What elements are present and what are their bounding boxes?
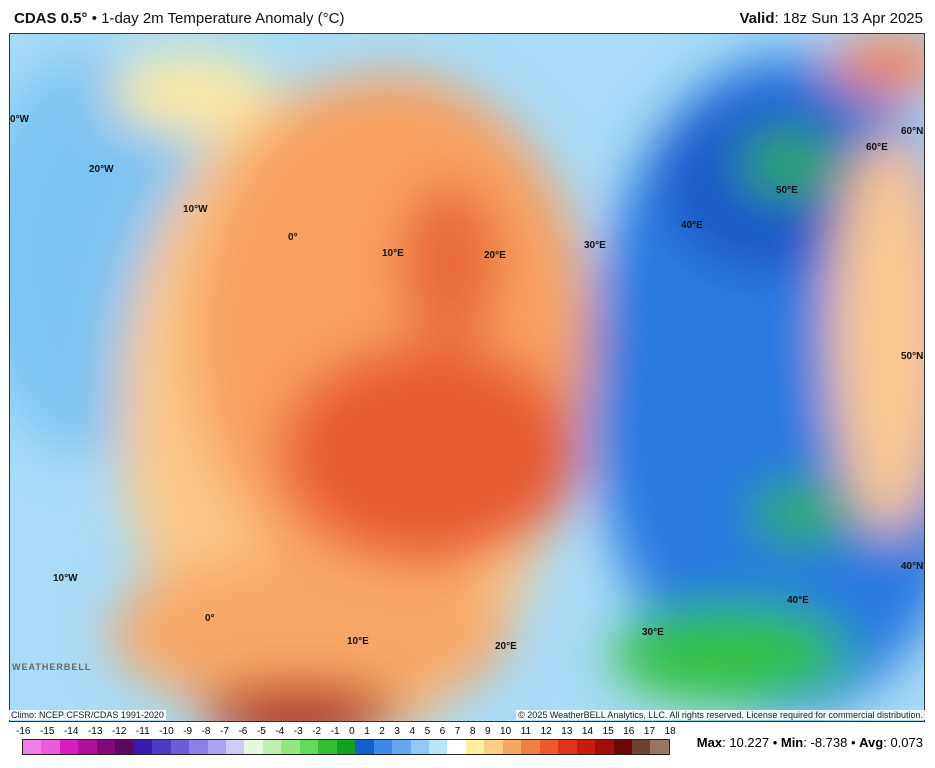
colorbar-swatch [299, 740, 319, 754]
colorbar-tick: -15 [39, 726, 55, 737]
colorbar-swatch [447, 740, 466, 754]
temperature-anomaly-map: 0°W 20°W 10°W 0° 10°E 20°E 30°E 40°E 50°… [9, 33, 925, 722]
colorbar-tick: 2 [379, 726, 385, 737]
colorbar-swatch [595, 740, 614, 754]
lon-label: 50°E [776, 185, 798, 196]
colorbar-tick: -14 [63, 726, 79, 737]
lon-label: 40°E [787, 595, 809, 606]
lon-label: 20°W [89, 164, 114, 175]
colorbar-swatch [428, 740, 448, 754]
colorbar [22, 739, 670, 755]
colorbar-tick: -8 [201, 726, 211, 737]
lon-label: 10°E [347, 636, 369, 647]
map-title: CDAS 0.5° • 1-day 2m Temperature Anomaly… [14, 10, 345, 27]
colorbar-swatch [59, 740, 79, 754]
colorbar-tick: 5 [424, 726, 431, 737]
colorbar-tick: -1 [330, 726, 340, 737]
colorbar-tick: 6 [439, 726, 446, 737]
lon-label: 20°E [495, 641, 517, 652]
colorbar-tick: 18 [664, 726, 676, 737]
colorbar-swatch [225, 740, 245, 754]
colorbar-swatch [41, 740, 60, 754]
colorbar-swatch [355, 740, 374, 754]
colorbar-tick: 1 [364, 726, 370, 737]
lon-label: 0° [205, 613, 215, 624]
colorbar-swatch [244, 740, 263, 754]
colorbar-tick: 15 [602, 726, 614, 737]
colorbar-tick: -16 [16, 726, 31, 737]
lat-label: 40°N [901, 561, 924, 572]
lon-label: 10°W [183, 204, 208, 215]
colorbar-tick: -3 [293, 726, 303, 737]
colorbar-swatch [23, 740, 42, 754]
colorbar-tick: 8 [469, 726, 476, 737]
colorbar-tick: 14 [581, 726, 594, 737]
lon-label: 10°E [382, 248, 404, 259]
colorbar-swatch [373, 740, 393, 754]
colorbar-tick: -5 [256, 726, 266, 737]
colorbar-swatch [336, 740, 356, 754]
lon-label: 20°E [484, 250, 506, 261]
map-field [10, 34, 924, 721]
lon-label: 30°E [584, 240, 606, 251]
colorbar-swatch [631, 740, 651, 754]
colorbar-swatch [152, 740, 171, 754]
colorbar-swatch [521, 740, 540, 754]
colorbar-tick: -6 [238, 726, 248, 737]
colorbar-tick: -12 [111, 726, 127, 737]
colorbar-swatch [262, 740, 282, 754]
colorbar-tick: -9 [183, 726, 193, 737]
weatherbell-logo: WEATHERBELL [12, 662, 92, 672]
lon-label: 40°E [681, 220, 703, 231]
colorbar-swatch [115, 740, 134, 754]
colorbar-swatch [96, 740, 116, 754]
colorbar-tick: 9 [484, 726, 491, 737]
colorbar-tick: -10 [159, 726, 174, 737]
colorbar-swatch [539, 740, 559, 754]
colorbar-swatch [207, 740, 226, 754]
lat-label: 60°N [901, 126, 924, 137]
colorbar-swatch [410, 740, 429, 754]
colorbar-tick: 13 [561, 726, 573, 737]
colorbar-swatch [78, 740, 97, 754]
lon-label: 10°W [53, 573, 78, 584]
colorbar-tick: 4 [409, 726, 416, 737]
colorbar-tick: -13 [87, 726, 103, 737]
valid-time: Valid: 18z Sun 13 Apr 2025 [739, 10, 924, 27]
colorbar-swatch [502, 740, 522, 754]
colorbar-swatch [392, 740, 411, 754]
colorbar-swatch [613, 740, 632, 754]
colorbar-tick: 3 [394, 726, 400, 737]
colorbar-tick: -4 [275, 726, 285, 737]
colorbar-swatch [170, 740, 190, 754]
lon-label: 60°E [866, 142, 888, 153]
colorbar-swatch [650, 740, 669, 754]
stats: Max: 10.227 • Min: -8.738 • Avg: 0.073 [696, 735, 923, 750]
colorbar-swatch [484, 740, 503, 754]
copyright: © 2025 WeatherBELL Analytics, LLC. All r… [516, 710, 925, 720]
colorbar-swatch [465, 740, 485, 754]
colorbar-tick: -2 [312, 726, 322, 737]
lon-label: 0°W [10, 114, 29, 125]
colorbar-tick: -7 [220, 726, 229, 737]
colorbar-swatch [281, 740, 300, 754]
colorbar-tick: 0 [349, 726, 355, 737]
colorbar-swatch [133, 740, 153, 754]
colorbar-tick: 12 [540, 726, 552, 737]
colorbar-tick: -11 [135, 726, 150, 737]
lat-label: 50°N [901, 351, 924, 362]
colorbar-swatch [189, 740, 208, 754]
lon-label: 0° [288, 232, 298, 243]
lon-label: 30°E [642, 627, 664, 638]
colorbar-ticks: -16 -15 -14 -13 -12 -11 -10 -9 -8 -7 -6 -5 -4 -3 -2 -1 0… [16, 726, 676, 737]
colorbar-swatch [558, 740, 577, 754]
colorbar-tick: 11 [520, 726, 532, 737]
colorbar-tick: 16 [623, 726, 635, 737]
colorbar-tick: 7 [454, 726, 461, 737]
colorbar-tick: 10 [500, 726, 512, 737]
colorbar-swatch [318, 740, 337, 754]
climo-note: Climo: NCEP CFSR/CDAS 1991-2020 [9, 710, 166, 720]
colorbar-tick: 17 [643, 726, 656, 737]
colorbar-swatch [576, 740, 596, 754]
